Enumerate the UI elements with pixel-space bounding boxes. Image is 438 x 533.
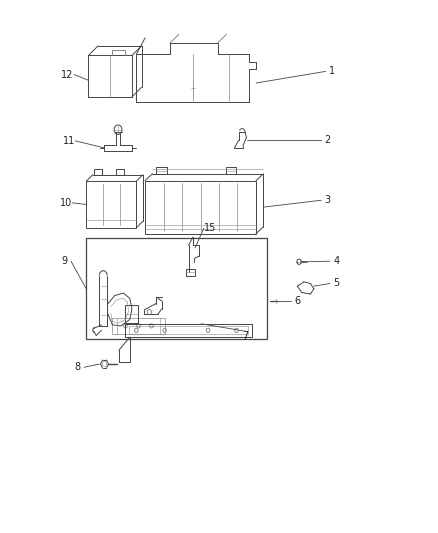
Text: 4: 4: [333, 256, 339, 266]
Text: 1: 1: [329, 67, 335, 76]
Bar: [226, 167, 237, 174]
Bar: [156, 167, 167, 174]
Bar: [129, 326, 248, 334]
Text: 2: 2: [325, 135, 331, 146]
Text: 5: 5: [333, 278, 339, 288]
Bar: [94, 169, 102, 175]
Text: 3: 3: [325, 195, 331, 205]
Bar: [186, 269, 195, 276]
Text: 10: 10: [60, 198, 72, 208]
Text: 11: 11: [63, 136, 75, 146]
Text: 7: 7: [242, 332, 248, 342]
Text: 6: 6: [294, 296, 300, 306]
Text: 15: 15: [204, 223, 216, 233]
Bar: [116, 169, 124, 175]
Text: 9: 9: [61, 256, 67, 266]
Bar: [145, 181, 256, 233]
Bar: [86, 238, 267, 339]
Text: 12: 12: [61, 70, 74, 79]
Bar: [125, 305, 138, 323]
Bar: [113, 318, 165, 334]
Bar: [86, 181, 136, 228]
Text: 8: 8: [74, 362, 81, 372]
Bar: [125, 324, 252, 337]
